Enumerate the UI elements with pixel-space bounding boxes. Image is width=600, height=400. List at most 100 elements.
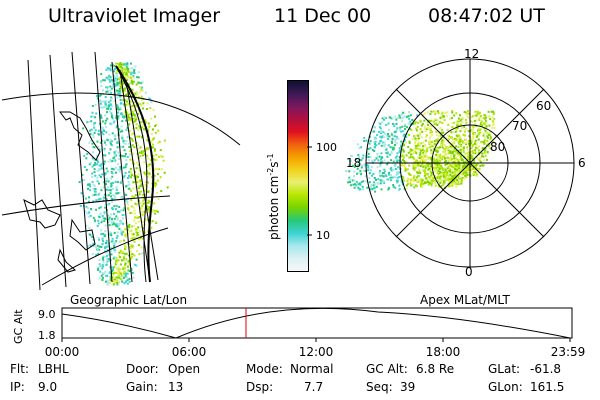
emission-pixel	[110, 105, 113, 108]
emission-pixel	[123, 257, 126, 260]
mode-label: Mode:	[246, 362, 283, 376]
emission-pixel	[403, 165, 406, 168]
emission-pixel	[94, 161, 97, 164]
emission-pixel	[106, 139, 109, 142]
emission-pixel	[136, 135, 139, 138]
emission-pixel	[405, 184, 408, 187]
emission-pixel	[484, 114, 487, 117]
emission-pixel	[453, 180, 455, 183]
emission-pixel	[418, 170, 421, 173]
emission-pixel	[83, 166, 86, 168]
emission-pixel	[126, 282, 129, 285]
emission-pixel	[428, 141, 430, 144]
emission-pixel	[464, 161, 467, 164]
emission-pixel	[106, 170, 109, 173]
emission-pixel	[418, 131, 421, 134]
emission-pixel	[116, 111, 119, 114]
emission-pixel	[113, 99, 116, 102]
emission-pixel	[141, 252, 144, 255]
emission-pixel	[154, 212, 157, 215]
emission-pixel	[414, 164, 417, 167]
emission-pixel	[480, 161, 483, 164]
emission-pixel	[392, 185, 395, 188]
emission-pixel	[491, 126, 494, 129]
emission-pixel	[398, 188, 401, 191]
emission-pixel	[92, 136, 95, 139]
emission-pixel	[85, 197, 87, 200]
emission-pixel	[116, 279, 119, 282]
emission-pixel	[430, 119, 433, 122]
emission-pixel	[123, 89, 126, 92]
emission-pixel	[152, 210, 154, 213]
emission-pixel	[435, 153, 437, 156]
emission-pixel	[482, 117, 485, 119]
emission-pixel	[108, 104, 110, 107]
emission-pixel	[85, 224, 88, 227]
emission-pixel	[156, 168, 158, 170]
emission-pixel	[434, 117, 437, 120]
emission-pixel	[451, 110, 454, 112]
emission-pixel	[453, 155, 455, 158]
emission-pixel	[368, 177, 371, 180]
emission-pixel	[427, 158, 430, 161]
emission-pixel	[443, 140, 446, 142]
emission-pixel	[381, 174, 384, 177]
emission-pixel	[454, 152, 457, 155]
emission-pixel	[147, 157, 150, 160]
emission-pixel	[105, 180, 108, 183]
emission-pixel	[458, 120, 461, 123]
emission-pixel	[369, 147, 372, 150]
emission-pixel	[90, 208, 92, 210]
emission-pixel	[117, 106, 120, 109]
door-label: Door:	[126, 362, 159, 376]
emission-pixel	[378, 126, 381, 129]
emission-pixel	[116, 141, 119, 144]
emission-pixel	[441, 112, 444, 115]
emission-pixel	[440, 142, 443, 145]
emission-pixel	[125, 100, 128, 103]
emission-pixel	[455, 150, 458, 152]
emission-pixel	[107, 101, 110, 104]
emission-pixel	[141, 213, 144, 216]
emission-pixel	[456, 179, 459, 181]
emission-pixel	[435, 169, 437, 172]
emission-pixel	[388, 116, 391, 119]
emission-pixel	[113, 154, 116, 157]
emission-pixel	[427, 127, 430, 130]
emission-pixel	[128, 113, 131, 116]
emission-pixel	[478, 113, 481, 116]
emission-pixel	[427, 166, 430, 169]
emission-pixel	[116, 63, 119, 66]
emission-pixel	[151, 176, 153, 179]
emission-pixel	[368, 142, 371, 145]
emission-pixel	[132, 80, 135, 83]
emission-pixel	[478, 117, 481, 120]
emission-pixel	[445, 148, 448, 151]
emission-pixel	[477, 131, 480, 134]
emission-pixel	[106, 67, 109, 70]
emission-pixel	[146, 147, 149, 150]
emission-pixel	[96, 180, 99, 183]
emission-pixel	[127, 135, 130, 138]
emission-pixel	[428, 176, 431, 179]
emission-pixel	[490, 110, 493, 113]
emission-pixel	[98, 248, 101, 251]
emission-pixel	[416, 171, 419, 174]
emission-pixel	[471, 130, 474, 133]
emission-pixel	[449, 158, 452, 161]
emission-pixel	[127, 254, 130, 257]
emission-pixel	[130, 212, 133, 214]
emission-pixel	[492, 121, 495, 124]
emission-pixel	[104, 125, 107, 128]
emission-pixel	[397, 117, 400, 119]
emission-pixel	[116, 269, 119, 272]
emission-pixel	[439, 180, 442, 182]
emission-pixel	[134, 92, 137, 95]
emission-pixel	[104, 224, 107, 227]
emission-pixel	[449, 178, 452, 181]
emission-pixel	[375, 185, 378, 188]
emission-pixel	[99, 141, 102, 144]
emission-pixel	[125, 185, 128, 188]
emission-pixel	[444, 152, 447, 155]
emission-pixel	[113, 246, 116, 249]
